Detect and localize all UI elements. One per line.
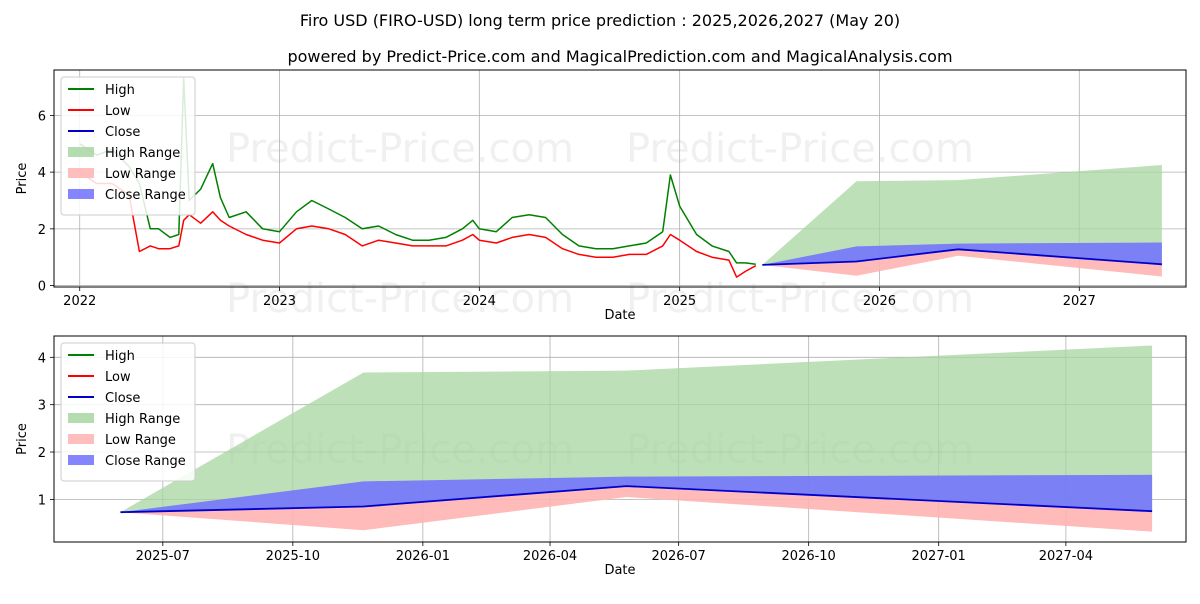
legend-close-label: Close [105,391,140,406]
x-tick-label: 2026-10 [782,549,836,564]
legend-high-range-label: High Range [105,146,180,161]
x-axis-label: Date [604,308,635,323]
legend-close-range-swatch [68,189,94,199]
close-range-band [762,242,1162,265]
x-tick-label: 2024 [463,294,496,309]
y-tick-label: 2 [38,446,46,461]
x-tick-label: 2023 [263,294,296,309]
watermark-text: Predict-Price.com [626,276,974,322]
y-tick-label: 3 [38,399,46,414]
low-series-line [79,171,757,278]
legend-high-label: High [105,349,135,364]
y-tick-label: 0 [38,280,46,295]
high-range-band [120,345,1153,513]
legend-close-range-label: Close Range [105,454,186,469]
legend-high-label: High [105,83,135,98]
watermark-text: Predict-Price.com [226,126,574,172]
x-tick-label: 2027-01 [912,549,966,564]
high-range-band [762,165,1162,265]
x-tick-label: 2025 [663,294,696,309]
y-axis-label: Price [15,423,30,455]
y-axis-label: Price [15,163,30,195]
legend-high-range-swatch [68,413,94,423]
y-tick-label: 4 [38,351,46,366]
close-forecast-line [120,485,1153,514]
close-range-band [120,474,1153,513]
legend-box [60,76,196,216]
chart-subtitle: powered by Predict-Price.com and Magical… [287,47,952,66]
legend-low-label: Low [105,104,131,119]
x-tick-label: 2027 [1063,294,1096,309]
legend-low-range-swatch [68,434,94,444]
x-tick-label: 2026-07 [651,549,705,564]
legend-low-label: Low [105,370,131,385]
x-axis-label: Date [604,563,635,578]
legend-high-range-swatch [68,147,94,157]
legend-close-range-swatch [68,455,94,465]
chart-title: Firo USD (FIRO-USD) long term price pred… [300,11,900,30]
legend-close-label: Close [105,125,140,140]
watermark-text: Predict-Price.com [626,126,974,172]
x-tick-label: 2026 [863,294,896,309]
low-range-band [120,486,1153,532]
watermark-text: Predict-Price.com [226,276,574,322]
legend-box [60,342,196,482]
bottom-panel: Predict-Price.comPredict-Price.com2025-0… [15,335,1187,578]
x-tick-label: 2026-01 [396,549,450,564]
x-tick-label: 2022 [63,294,96,309]
legend-low-range-swatch [68,168,94,178]
legend-high-range-label: High Range [105,412,180,427]
plot-frame [53,335,1187,543]
plot-frame [53,69,1187,288]
y-tick-label: 4 [38,166,46,181]
y-tick-label: 2 [38,223,46,238]
legend-low-range-label: Low Range [105,433,176,448]
legend-low-range-label: Low Range [105,167,176,182]
top-panel: Predict-Price.com Predict-Price.com Predic… [15,69,1187,323]
low-range-band [762,249,1162,277]
x-tick-label: 2027-04 [1039,549,1093,564]
close-forecast-line [762,248,1162,266]
legend-close-range-label: Close Range [105,188,186,203]
x-tick-label: 2025-07 [136,549,190,564]
y-tick-label: 6 [38,109,46,124]
x-tick-label: 2026-04 [523,549,577,564]
y-tick-label: 1 [38,493,46,508]
x-tick-label: 2025-10 [266,549,320,564]
